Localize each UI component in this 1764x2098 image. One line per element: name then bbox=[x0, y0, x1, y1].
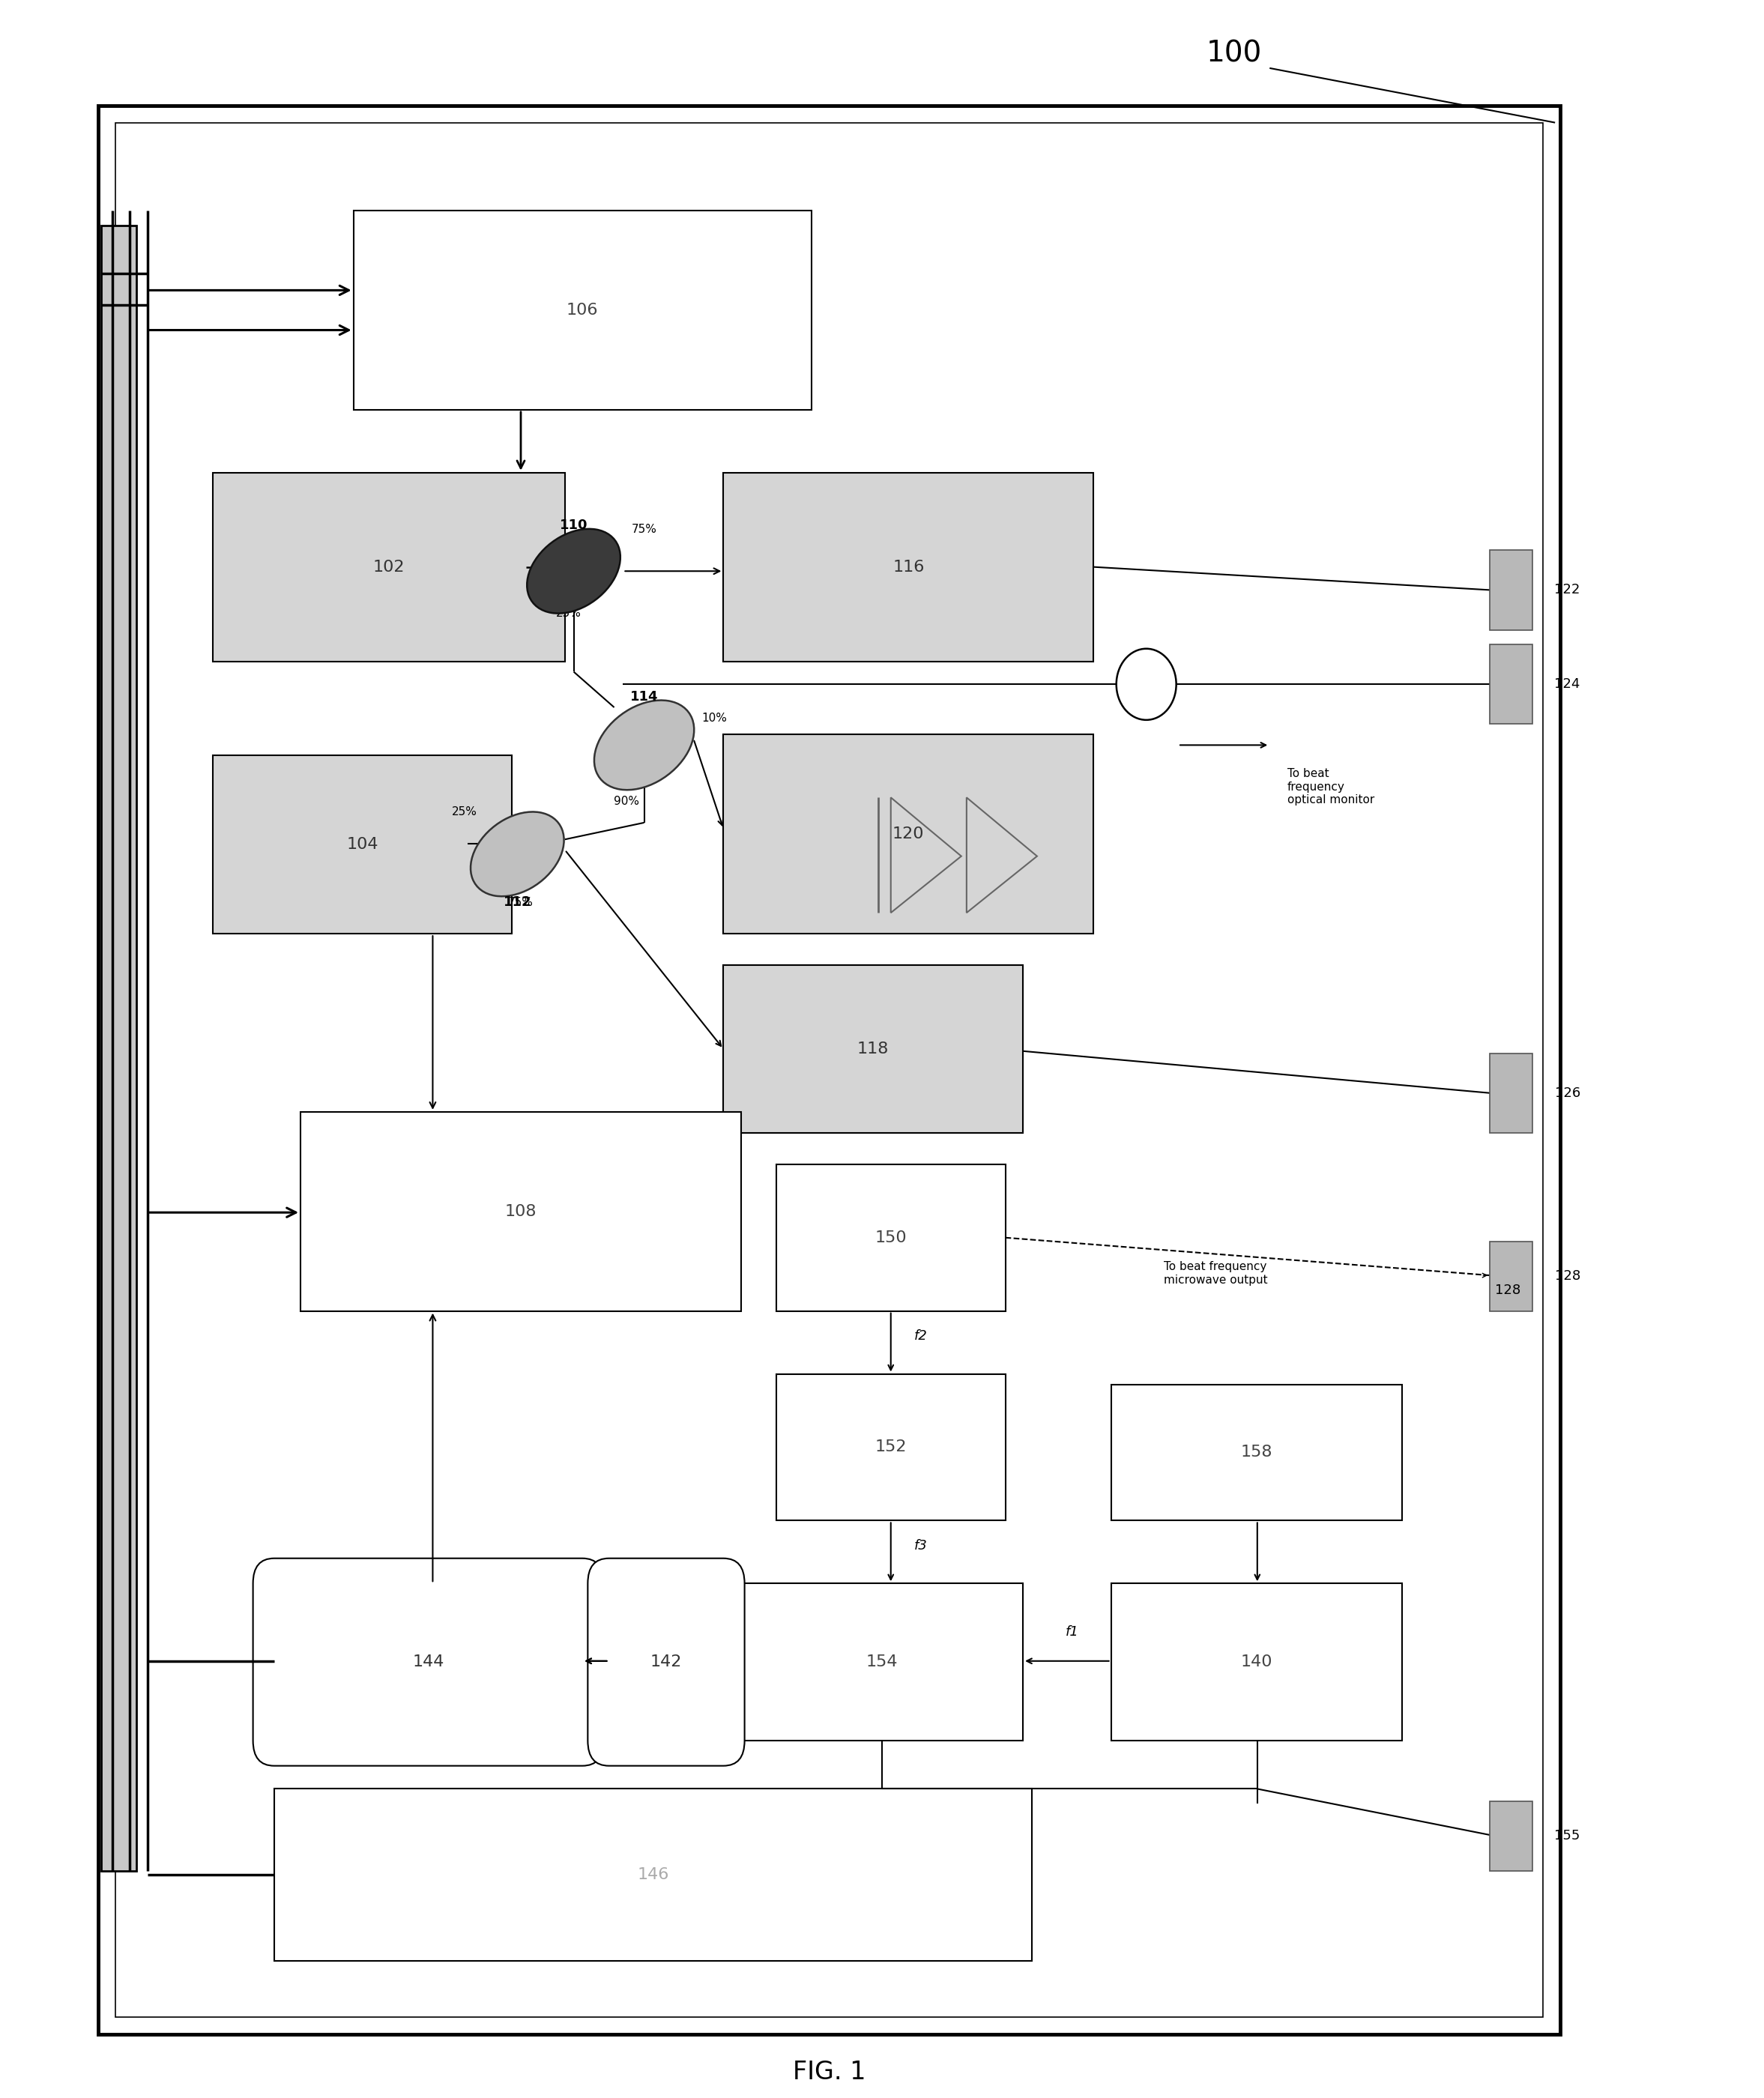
Text: 100: 100 bbox=[1207, 40, 1263, 67]
Text: 122: 122 bbox=[1554, 583, 1581, 596]
Text: 102: 102 bbox=[372, 560, 404, 575]
Bar bbox=[212, 472, 564, 661]
Text: 104: 104 bbox=[346, 837, 377, 852]
Bar bbox=[1111, 1584, 1402, 1741]
Text: 25%: 25% bbox=[452, 806, 476, 818]
Bar bbox=[776, 1374, 1005, 1521]
Text: 158: 158 bbox=[1240, 1446, 1272, 1460]
Bar bbox=[723, 965, 1023, 1133]
Text: f3: f3 bbox=[914, 1540, 928, 1553]
Text: 10%: 10% bbox=[702, 711, 727, 724]
Text: 118: 118 bbox=[857, 1041, 889, 1057]
Text: 140: 140 bbox=[1240, 1655, 1272, 1670]
Text: 106: 106 bbox=[566, 302, 598, 317]
Text: 152: 152 bbox=[875, 1439, 907, 1454]
Bar bbox=[353, 210, 811, 409]
Text: 75%: 75% bbox=[632, 524, 656, 535]
Text: 110: 110 bbox=[559, 518, 587, 531]
Bar bbox=[776, 1164, 1005, 1311]
Bar bbox=[116, 122, 1544, 2018]
Text: 108: 108 bbox=[505, 1204, 536, 1219]
Ellipse shape bbox=[471, 812, 564, 896]
Bar bbox=[1491, 644, 1533, 724]
Text: f1: f1 bbox=[1065, 1626, 1080, 1639]
Text: 120: 120 bbox=[893, 827, 924, 841]
Text: To beat frequency
microwave output: To beat frequency microwave output bbox=[1164, 1261, 1268, 1286]
Text: f2: f2 bbox=[914, 1330, 928, 1343]
Text: 114: 114 bbox=[630, 690, 658, 703]
Text: 144: 144 bbox=[413, 1655, 445, 1670]
Text: 126: 126 bbox=[1554, 1087, 1581, 1099]
Bar bbox=[723, 472, 1094, 661]
Bar bbox=[1491, 550, 1533, 629]
Text: 116: 116 bbox=[893, 560, 924, 575]
FancyBboxPatch shape bbox=[252, 1559, 603, 1767]
Bar bbox=[1491, 1053, 1533, 1133]
Bar bbox=[723, 734, 1094, 934]
Text: 128: 128 bbox=[1554, 1269, 1581, 1284]
Text: To beat
frequency
optical monitor: To beat frequency optical monitor bbox=[1288, 768, 1374, 806]
Text: 150: 150 bbox=[875, 1229, 907, 1244]
FancyBboxPatch shape bbox=[587, 1559, 744, 1767]
Text: 112: 112 bbox=[503, 896, 531, 908]
Bar bbox=[1491, 1802, 1533, 1871]
Bar bbox=[741, 1584, 1023, 1741]
Text: 90%: 90% bbox=[614, 795, 639, 808]
Ellipse shape bbox=[594, 701, 693, 791]
Text: 75%: 75% bbox=[508, 896, 533, 908]
Text: 128: 128 bbox=[1494, 1284, 1521, 1297]
Bar bbox=[1111, 1385, 1402, 1521]
Bar bbox=[273, 1790, 1032, 1962]
Bar bbox=[1491, 1242, 1533, 1311]
Text: 124: 124 bbox=[1554, 678, 1581, 690]
Bar bbox=[102, 224, 136, 1871]
Text: 146: 146 bbox=[637, 1867, 669, 1882]
Bar bbox=[212, 755, 512, 934]
Text: 25%: 25% bbox=[556, 608, 580, 619]
Bar bbox=[99, 105, 1561, 2035]
Text: 155: 155 bbox=[1554, 1829, 1581, 1842]
Text: FIG. 1: FIG. 1 bbox=[792, 2060, 866, 2083]
Text: 142: 142 bbox=[651, 1655, 683, 1670]
Ellipse shape bbox=[527, 529, 621, 613]
Text: 154: 154 bbox=[866, 1655, 898, 1670]
Bar bbox=[300, 1112, 741, 1311]
